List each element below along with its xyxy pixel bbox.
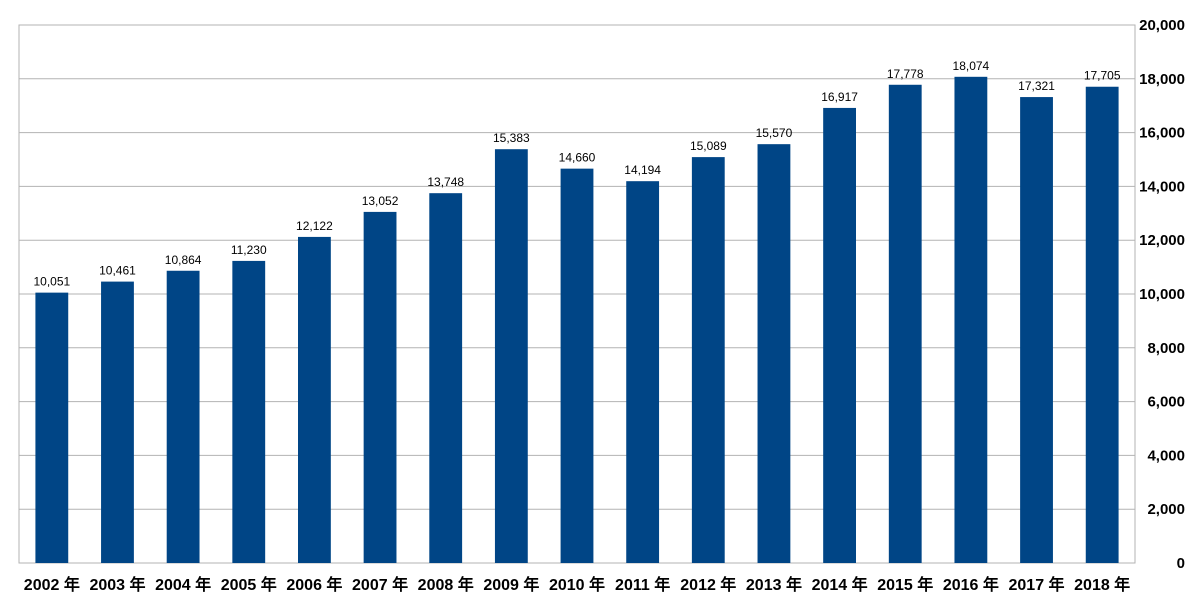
bar xyxy=(232,260,266,563)
x-category-label: 2017 年 xyxy=(1009,575,1065,594)
x-category-label: 2015 年 xyxy=(877,575,933,594)
data-label: 15,383 xyxy=(493,131,530,145)
x-category-label: 2009 年 xyxy=(483,575,539,594)
x-category-label: 2003 年 xyxy=(89,575,145,594)
y-tick-label: 20,000 xyxy=(1139,17,1185,34)
x-category-label: 2010 年 xyxy=(549,575,605,594)
data-label: 14,194 xyxy=(624,163,661,177)
data-label: 10,051 xyxy=(33,275,70,289)
bar xyxy=(1085,86,1119,563)
data-label: 16,917 xyxy=(821,90,858,104)
y-tick-label: 6,000 xyxy=(1147,394,1185,411)
y-tick-label: 10,000 xyxy=(1139,286,1185,303)
y-tick-label: 0 xyxy=(1177,555,1185,572)
y-tick-label: 14,000 xyxy=(1139,178,1185,195)
x-category-label: 2005 年 xyxy=(221,575,277,594)
data-label: 18,074 xyxy=(953,59,990,73)
data-label: 15,089 xyxy=(690,139,727,153)
y-tick-label: 4,000 xyxy=(1147,447,1185,464)
bar xyxy=(429,193,463,563)
y-axis-tick-labels: 0 2,000 4,000 6,000 8,000 10,000 12,000 14,000 1… xyxy=(1139,17,1185,572)
bar xyxy=(35,292,69,563)
bar xyxy=(363,211,397,564)
x-category-label: 2008 年 xyxy=(418,575,474,594)
data-label: 15,570 xyxy=(756,126,793,140)
x-category-label: 2007 年 xyxy=(352,575,408,594)
y-tick-label: 16,000 xyxy=(1139,125,1185,142)
bars xyxy=(35,76,1119,564)
bar xyxy=(494,149,528,563)
data-labels: 10,051 10,461 10,864 11,230 12,122 13,052 13,7… xyxy=(33,59,1120,289)
bar xyxy=(1020,97,1053,564)
x-category-label: 2012 年 xyxy=(680,575,736,594)
y-tick-label: 8,000 xyxy=(1147,340,1185,357)
y-tick-label: 18,000 xyxy=(1139,71,1185,88)
bar xyxy=(691,157,725,563)
x-category-label: 2002 年 xyxy=(24,575,80,594)
bar xyxy=(888,84,922,564)
bar xyxy=(757,144,791,564)
x-category-label: 2013 年 xyxy=(746,575,802,594)
data-label: 17,321 xyxy=(1018,79,1055,93)
y-tick-label: 12,000 xyxy=(1139,232,1185,249)
data-label: 12,122 xyxy=(296,219,333,233)
data-label: 10,864 xyxy=(165,253,202,267)
x-category-label: 2004 年 xyxy=(155,575,211,594)
x-category-label: 2018 年 xyxy=(1074,575,1130,594)
x-category-label: 2016 年 xyxy=(943,575,999,594)
bar xyxy=(560,168,594,563)
x-category-label: 2006 年 xyxy=(286,575,342,594)
bar xyxy=(626,181,660,563)
bar xyxy=(166,270,200,563)
x-category-label: 2011 年 xyxy=(615,575,670,594)
x-axis-category-labels: 2002 年 2003 年 2004 年 2005 年 2006 年 2007 年 2008… xyxy=(24,575,1130,594)
data-label: 17,705 xyxy=(1084,69,1121,83)
data-label: 13,052 xyxy=(362,194,399,208)
data-label: 14,660 xyxy=(559,151,596,165)
bar xyxy=(823,107,856,563)
bar xyxy=(101,281,134,563)
data-label: 17,778 xyxy=(887,67,924,81)
y-tick-label: 2,000 xyxy=(1147,501,1185,518)
bar xyxy=(954,76,988,564)
data-label: 10,461 xyxy=(99,264,136,278)
bar xyxy=(298,236,331,563)
data-label: 13,748 xyxy=(427,175,464,189)
x-category-label: 2014 年 xyxy=(812,575,868,594)
data-label: 11,230 xyxy=(231,243,267,257)
